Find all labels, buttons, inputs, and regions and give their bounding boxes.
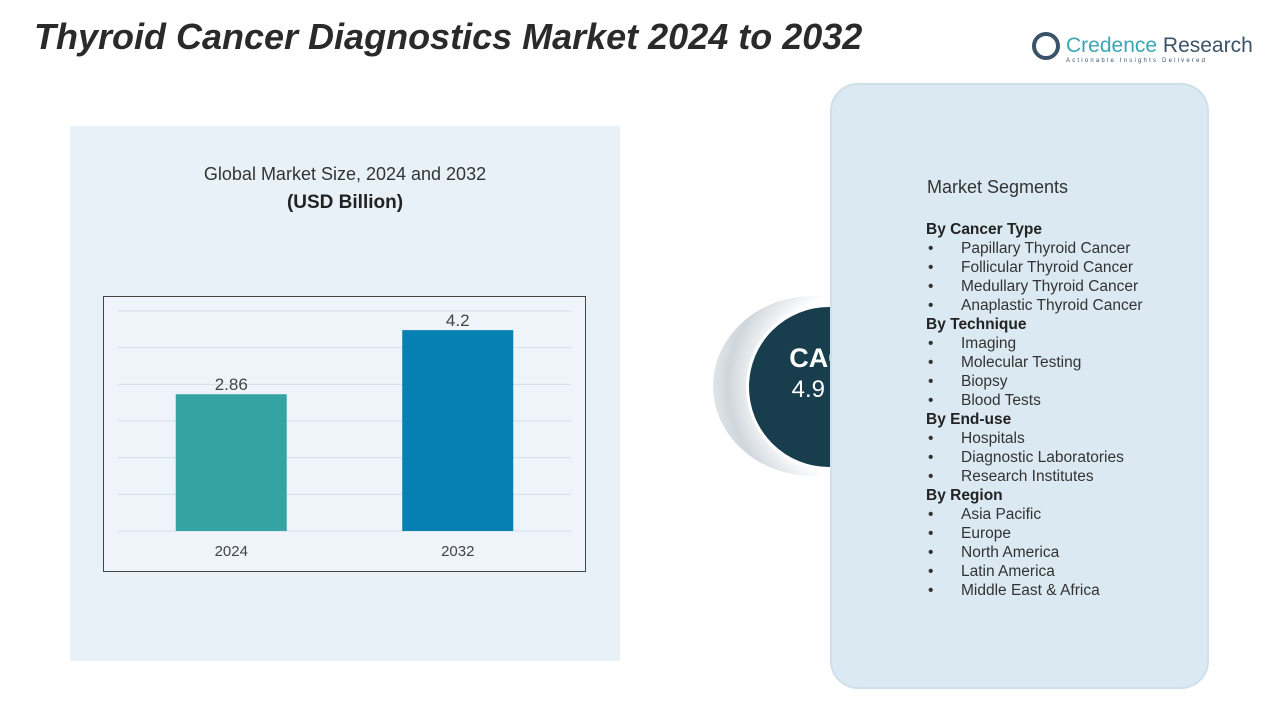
segment-item: • Molecular Testing: [926, 353, 1143, 372]
segment-item-label: Europe: [961, 525, 1011, 542]
segment-heading: By End-use: [926, 411, 1012, 428]
segment-item-label: Molecular Testing: [961, 354, 1082, 371]
segment-item: • Follicular Thyroid Cancer: [926, 258, 1143, 277]
segments-list: By Cancer Type • Papillary Thyroid Cancer •…: [926, 220, 1143, 600]
bullet-icon: •: [928, 354, 934, 371]
bar-2032: [402, 330, 514, 531]
segment-item: • North America: [926, 543, 1143, 562]
segment-item-label: North America: [961, 544, 1060, 561]
x-tick-label: 2032: [441, 543, 474, 560]
segment-heading: By Technique: [926, 316, 1027, 333]
bullet-icon: •: [928, 240, 934, 257]
segment-item: • Europe: [926, 524, 1143, 543]
bullet-icon: •: [928, 297, 934, 314]
segment-item: • Latin America: [926, 562, 1143, 581]
bullet-icon: •: [928, 468, 934, 485]
bullet-icon: •: [928, 335, 934, 352]
segment-item: • Medullary Thyroid Cancer: [926, 277, 1143, 296]
bullet-icon: •: [928, 449, 934, 466]
segment-item: • Papillary Thyroid Cancer: [926, 239, 1143, 258]
bullet-icon: •: [928, 563, 934, 580]
segment-item-label: Papillary Thyroid Cancer: [961, 240, 1131, 257]
segment-item: • Middle East & Africa: [926, 581, 1143, 600]
segment-item-label: Imaging: [961, 335, 1017, 352]
segment-item-label: Follicular Thyroid Cancer: [961, 259, 1133, 276]
chart-svg: 2.86 2024 4.2 2032: [118, 310, 571, 560]
bullet-icon: •: [928, 544, 934, 561]
segment-item-label: Asia Pacific: [961, 506, 1042, 523]
segment-item: • Biopsy: [926, 372, 1143, 391]
logo-tagline: Actionable Insights Delivered: [1066, 58, 1208, 64]
data-label: 4.2: [446, 311, 470, 330]
logo-icon: [1032, 32, 1060, 60]
segment-heading: By Cancer Type: [926, 221, 1043, 238]
bullet-icon: •: [928, 259, 934, 276]
segment-heading: By Region: [926, 487, 1003, 504]
data-label: 2.86: [215, 375, 248, 394]
segment-item-label: Research Institutes: [961, 468, 1094, 485]
bar-2024: [175, 394, 287, 531]
x-tick-label: 2024: [215, 543, 248, 560]
segment-item: • Diagnostic Laboratories: [926, 448, 1143, 467]
chart-title: Global Market Size, 2024 and 2032: [203, 164, 487, 184]
segment-item: • Anaplastic Thyroid Cancer: [926, 296, 1143, 315]
segment-item: • Asia Pacific: [926, 505, 1143, 524]
bar-chart: 2.86 2024 4.2 2032: [103, 296, 586, 572]
segments-title: Market Segments: [927, 177, 1069, 197]
bullet-icon: •: [928, 373, 934, 390]
segment-item-label: Latin America: [961, 563, 1055, 580]
segment-item-label: Middle East & Africa: [961, 582, 1100, 599]
logo: Credence Research Actionable Insights De…: [1032, 32, 1253, 64]
segment-item-label: Hospitals: [961, 430, 1025, 447]
bullet-icon: •: [928, 392, 934, 409]
segment-item: • Research Institutes: [926, 467, 1143, 486]
bullet-icon: •: [928, 582, 934, 599]
segment-item: • Imaging: [926, 334, 1143, 353]
segment-item-label: Biopsy: [961, 373, 1008, 390]
segment-item: • Hospitals: [926, 429, 1143, 448]
segments-panel: Market Segments By Cancer Type • Papillary…: [830, 83, 1209, 689]
chart-unit: (USD Billion): [286, 192, 404, 213]
logo-name-2: Research: [1157, 34, 1253, 57]
page-title: Thyroid Cancer Diagnostics Market 2024 t…: [34, 16, 863, 57]
segment-item-label: Diagnostic Laboratories: [961, 449, 1124, 466]
segment-item: • Blood Tests: [926, 391, 1143, 410]
bullet-icon: •: [928, 506, 934, 523]
bullet-icon: •: [928, 278, 934, 295]
segment-item-label: Blood Tests: [961, 392, 1041, 409]
segment-item-label: Medullary Thyroid Cancer: [961, 278, 1139, 295]
segment-item-label: Anaplastic Thyroid Cancer: [961, 297, 1143, 314]
logo-name-1: Credence: [1066, 34, 1158, 57]
bullet-icon: •: [928, 430, 934, 447]
bullet-icon: •: [928, 525, 934, 542]
